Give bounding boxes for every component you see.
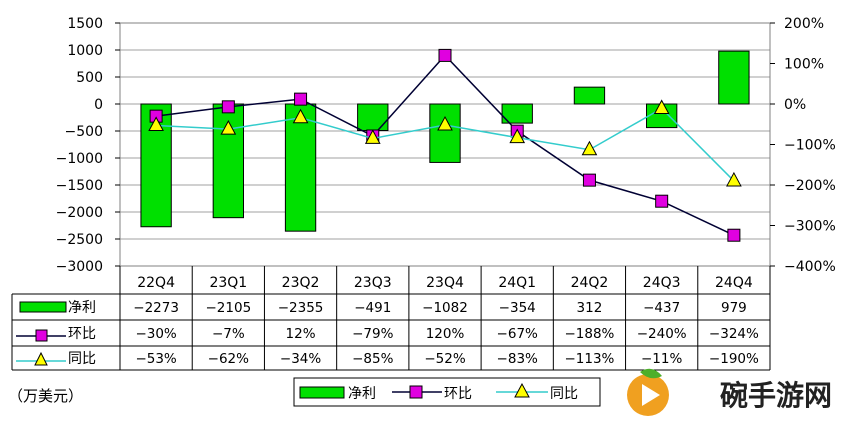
table-cell: −491 [354,300,391,316]
left-axis-tick-label: −1500 [56,178,103,194]
table-cell: −79% [352,326,393,342]
left-axis-tick-label: 0 [94,97,103,113]
legend-key-square [409,385,423,399]
triangle-marker [364,129,381,144]
table-cell: 312 [577,300,603,316]
square-marker [582,173,596,187]
left-axis-tick-label: 1500 [67,16,103,32]
left-axis-tick-label: −500 [65,124,103,140]
legend-key-bar [299,386,345,399]
category-label: 24Q3 [643,275,681,291]
triangle-marker [581,140,598,156]
right-axis-tick-label: 200% [784,16,824,32]
table-cell: −1082 [422,300,468,316]
table-cell: −190% [709,351,759,367]
bar [357,103,389,132]
triangle-marker [220,120,237,135]
right-axis-tick-label: −400% [784,259,836,275]
table-cell: −437 [643,300,680,316]
table-cell: −11% [641,351,682,367]
line-series [148,48,742,242]
table-cell: −34% [280,351,321,367]
category-label: 23Q2 [282,275,320,291]
table-cell: −7% [212,326,245,342]
table-cell: 12% [286,326,316,342]
category-label: 24Q1 [498,275,536,291]
square-marker [438,48,452,62]
table-cell: 120% [426,326,465,342]
table-cell: −2105 [205,300,251,316]
table-cell: −67% [497,326,538,342]
bar [501,103,533,124]
right-axis-tick-label: −200% [784,178,836,194]
category-label: 24Q4 [715,275,753,291]
legend-label: 环比 [444,386,472,402]
table-cell: 979 [721,300,747,316]
right-axis-tick-label: 0% [784,97,806,113]
table-cell: −113% [564,351,614,367]
table-cell: −188% [564,326,614,342]
legend-label: 同比 [550,386,578,402]
right-axis-tick-label: 100% [784,57,824,73]
bar [429,103,461,163]
left-axis-tick-label: −2500 [56,232,103,248]
watermark-text: 碗手游网 [720,379,832,412]
left-axis-tick-label: 1000 [67,43,103,59]
square-marker [294,92,308,106]
left-axis-tick-label: −2000 [56,205,103,221]
unit-label: （万美元） [8,387,83,405]
right-axis-tick-label: −100% [784,138,836,154]
square-marker [727,228,741,242]
legend: 净利 环比 同比 [293,377,601,407]
table-cell: −240% [637,326,687,342]
row-label: 环比 [68,326,96,342]
table-cell: −354 [499,300,536,316]
table-cell: −52% [424,351,465,367]
square-marker [221,100,235,114]
watermark-logo-leaf [640,368,662,379]
legend-label: 净利 [348,386,376,402]
category-label: 23Q3 [354,275,392,291]
row-key-triangle [34,351,48,366]
row-label: 净利 [68,300,96,316]
left-axis-tick-label: −3000 [56,259,103,275]
watermark: 碗手游网 [627,368,832,416]
left-axis-tick-label: −1000 [56,151,103,167]
triangle-marker [726,171,742,187]
right-axis-tick-label: −300% [784,219,836,235]
table-cell: −85% [352,351,393,367]
watermark-play-icon [642,384,660,406]
triangle-marker [437,116,453,131]
bar [718,50,750,105]
category-label: 22Q4 [137,275,175,291]
table-cell: −83% [497,351,538,367]
legend-key-triangle [514,382,530,398]
triangle-marker [653,99,670,114]
axes: 1500 1000 500 0 −500 −1000 −1500 −2000 −2500 −300… [56,16,836,275]
legend-box [293,377,601,407]
bar [284,103,317,232]
category-label: 23Q1 [209,275,247,291]
category-label: 24Q2 [571,275,609,291]
data-table: 22Q4 23Q1 23Q2 23Q3 23Q4 24Q1 24Q2 24Q3 24Q4 净利 −2… [11,266,771,371]
table-cell: −62% [208,351,249,367]
triangle-marker [292,108,309,124]
table-cell: −2355 [278,300,324,316]
left-axis-tick-label: 500 [76,70,103,86]
triangle-marker [148,116,164,131]
table-cell: −30% [135,326,176,342]
table-cell: −2273 [133,300,179,316]
category-label: 23Q4 [426,275,464,291]
row-key-bar [19,301,67,313]
row-label: 同比 [68,351,96,367]
table-cell: −53% [135,351,176,367]
table-cell: −324% [709,326,759,342]
row-key-square [35,329,48,342]
triangle-marker [509,128,526,144]
bar [573,86,606,105]
square-marker [655,194,669,208]
